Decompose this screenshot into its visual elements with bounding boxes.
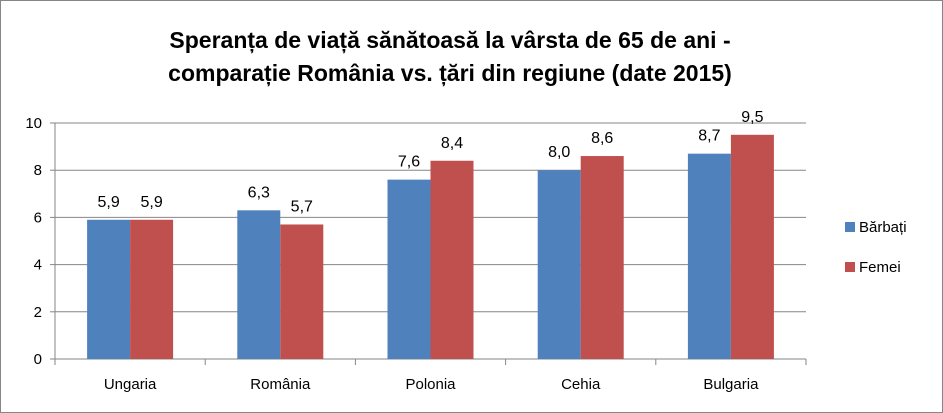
legend: Bărbați Femei [845,219,907,276]
chart-title-line-2: comparație România vs. țări din regiune … [168,60,732,86]
data-label: 5,9 [140,194,162,211]
data-label: 8,4 [441,135,463,152]
data-label: 8,6 [591,130,613,147]
legend-swatch [845,222,855,232]
bar [130,219,174,359]
chart-title: Speranța de viață sănătoasă la vârsta de… [90,24,810,90]
data-label: 5,7 [291,198,313,215]
bar [87,219,131,359]
data-label: 6,3 [248,184,270,201]
x-tick-label: Cehia [561,376,601,393]
x-tick-label: Polonia [405,376,456,393]
data-label: 5,9 [97,194,119,211]
x-tick-label: Ungaria [104,376,157,393]
y-tick-label: 4 [34,257,42,274]
y-tick-label: 10 [25,115,42,132]
bar [237,210,281,359]
chart-title-line-1: Speranța de viață sănătoasă la vârsta de… [169,27,731,53]
data-label: 7,6 [398,154,420,171]
bar [387,179,431,359]
y-tick-label: 6 [34,209,42,226]
legend-label: Femei [859,259,901,276]
bar [687,153,731,359]
legend-label: Bărbați [859,219,907,236]
legend-swatch [845,262,855,272]
data-labels: 5,9 5,9 6,3 5,7 7,6 8,4 8,0 8,6 8,7 9,5 [97,109,763,216]
data-label: 8,7 [698,128,720,145]
x-tick-label: Bulgaria [703,376,759,393]
data-label: 8,0 [548,144,570,161]
y-tick-label: 8 [34,162,42,179]
y-tick-label: 0 [34,351,42,368]
data-label: 9,5 [741,109,763,126]
bar [580,156,624,359]
x-tick-label: România [250,376,311,393]
bar [537,170,581,359]
bar [730,134,774,359]
bars [87,134,774,359]
bar [280,224,324,359]
y-tick-label: 2 [34,304,42,321]
bar [430,160,474,359]
